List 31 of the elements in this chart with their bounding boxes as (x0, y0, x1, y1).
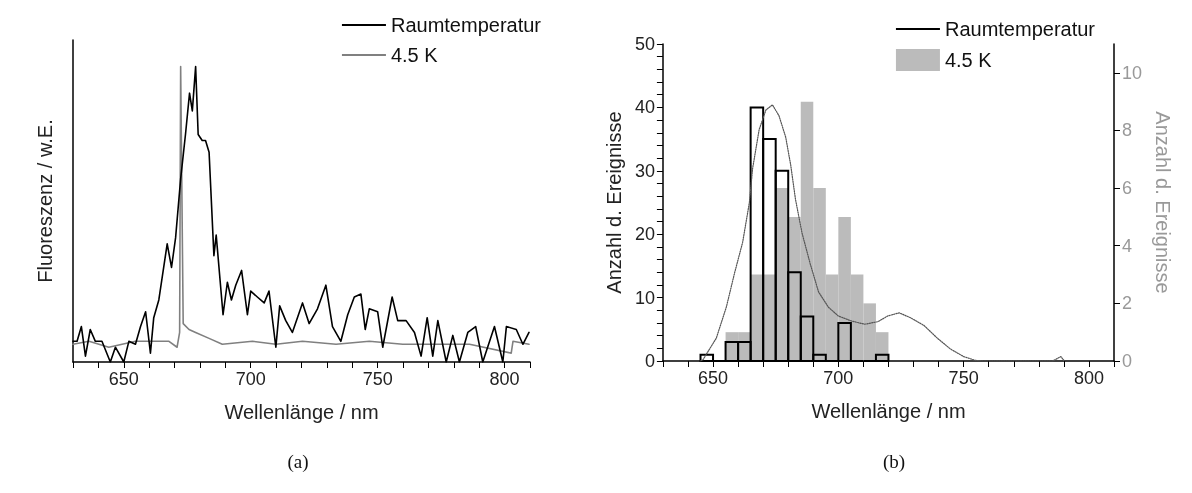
y2-tick-label: 4 (1122, 235, 1133, 256)
x-tick-label: 800 (489, 369, 520, 389)
text: (a) (287, 451, 309, 473)
x-tick-label: 700 (235, 369, 266, 389)
x-tick-label: 750 (948, 368, 979, 388)
x-tick-label: 700 (823, 368, 854, 388)
legend-label: 4.5 K (390, 44, 439, 66)
y2-tick-label: 2 (1122, 293, 1133, 314)
y-tick-label: 50 (634, 34, 655, 54)
x-axis-title: Wellenlänge / nm (811, 400, 966, 422)
x-tick-label: 750 (362, 369, 393, 389)
y2-tick-label: 8 (1122, 120, 1133, 141)
y2-tick-label: 0 (1122, 351, 1133, 371)
y-axis-title: Anzahl d. Ereignisse (603, 111, 625, 294)
text: (b) (882, 451, 906, 473)
x-tick-label: 800 (1073, 368, 1104, 388)
x-tick-label: 650 (698, 368, 729, 388)
y2-tick-label: 10 (1122, 62, 1143, 83)
y-axis-title: Fluoreszenz / w.E. (34, 119, 56, 283)
legend-label: Raumtemperatur (390, 14, 542, 36)
y-tick-label: 0 (644, 351, 655, 371)
y-tick-label: 40 (634, 97, 655, 118)
x-tick-label: 650 (108, 369, 139, 389)
y-tick-label: 20 (634, 224, 655, 245)
legend-label: 4.5 K (944, 49, 993, 71)
x-axis-title: Wellenlänge / nm (224, 401, 379, 423)
legend-label: Raumtemperatur (944, 18, 1096, 40)
y2-tick-label: 6 (1122, 178, 1133, 199)
y-tick-label: 30 (634, 160, 655, 181)
y2-axis-title: Anzahl d. Ereignisse (1151, 111, 1174, 294)
y-tick-label: 10 (634, 287, 655, 308)
